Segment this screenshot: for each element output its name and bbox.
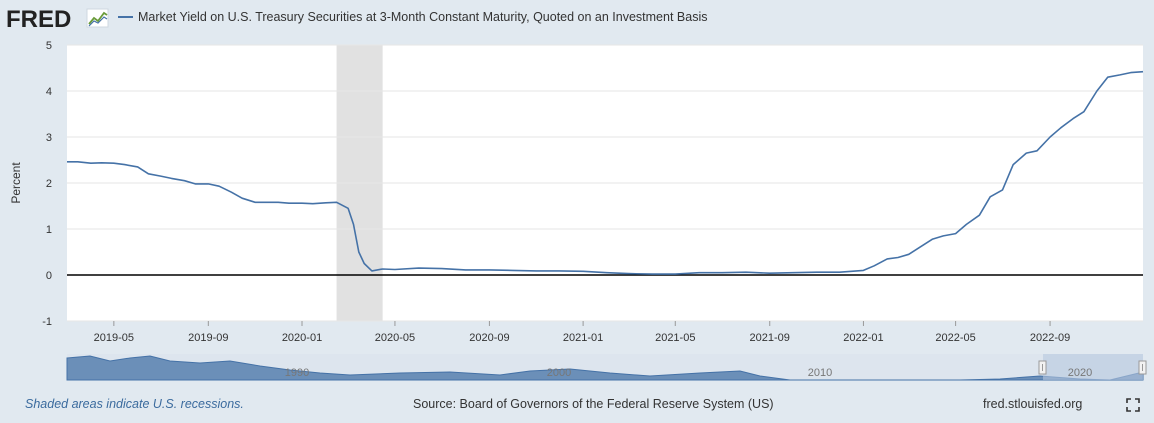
- x-tick-label: 2019-05: [94, 332, 134, 344]
- fred-url-link[interactable]: fred.stlouisfed.org: [983, 397, 1083, 411]
- navigator[interactable]: 1990 2000 2010 2020: [66, 354, 1147, 381]
- y-tick-label: 2: [46, 178, 52, 190]
- x-tick-label: 2022-05: [935, 332, 975, 344]
- recession-note: Shaded areas indicate U.S. recessions.: [25, 397, 244, 411]
- footer: Shaded areas indicate U.S. recessions. S…: [0, 390, 1154, 420]
- x-tick-label: 2021-09: [750, 332, 790, 344]
- y-axis: 5 4 3 2 1 0 -1: [42, 40, 52, 328]
- x-tick-label: 2022-09: [1030, 332, 1070, 344]
- x-tick-label: 2021-01: [563, 332, 603, 344]
- y-tick-label: 4: [46, 86, 52, 98]
- y-tick-label: 1: [46, 224, 52, 236]
- navigator-window[interactable]: [1043, 354, 1143, 380]
- navigator-label-2010: 2010: [808, 367, 832, 379]
- x-tick-label: 2022-01: [843, 332, 883, 344]
- x-tick-label: 2020-09: [469, 332, 509, 344]
- y-tick-label: 0: [46, 270, 52, 282]
- series-layer: [67, 70, 1144, 275]
- x-tick-label: 2020-05: [375, 332, 415, 344]
- fred-logo-text: FRED: [6, 6, 71, 33]
- grid-layer: [67, 44, 1143, 322]
- fullscreen-icon[interactable]: [1126, 398, 1140, 412]
- y-axis-label: Percent: [9, 162, 23, 204]
- source-note: Source: Board of Governors of the Federa…: [413, 397, 774, 411]
- series-line: [67, 70, 1144, 275]
- navigator-handle-left[interactable]: [1038, 360, 1047, 375]
- fred-logo[interactable]: FRED: [6, 6, 109, 33]
- x-axis: 2019-05 2019-09 2020-01 2020-05 2020-09 2021-…: [94, 321, 1070, 344]
- navigator-handle-right[interactable]: [1138, 360, 1147, 375]
- x-tick-label: 2021-05: [655, 332, 695, 344]
- y-tick-label: 5: [46, 40, 52, 52]
- y-tick-label: -1: [42, 316, 52, 328]
- x-tick-label: 2019-09: [188, 332, 228, 344]
- fred-logo-chart-icon: [86, 8, 109, 28]
- navigator-label-2020: 2020: [1068, 367, 1092, 379]
- series-title: Market Yield on U.S. Treasury Securities…: [138, 10, 707, 24]
- navigator-decade-labels: 1990 2000 2010 2020: [285, 367, 1092, 379]
- x-tick-label: 2020-01: [282, 332, 322, 344]
- y-tick-label: 3: [46, 132, 52, 144]
- navigator-label-1990: 1990: [285, 367, 309, 379]
- navigator-label-2000: 2000: [547, 367, 571, 379]
